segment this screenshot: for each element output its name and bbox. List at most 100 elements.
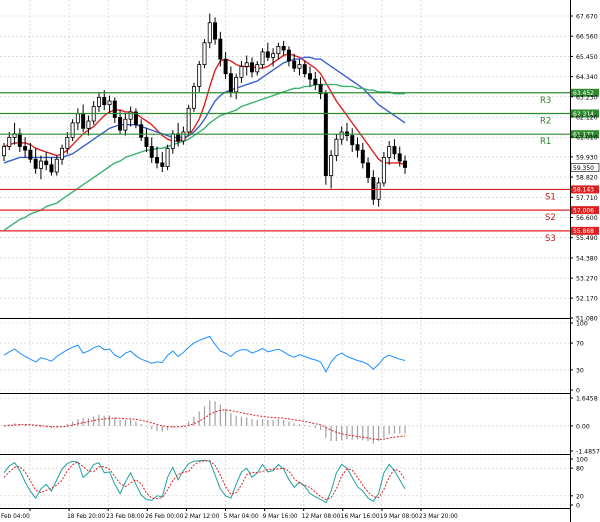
panel-tick-label: 0.00 bbox=[576, 423, 590, 430]
price-tick-label: 57.710 bbox=[576, 195, 598, 202]
bullish-candle bbox=[329, 155, 334, 177]
stochastic-main-line bbox=[3, 459, 406, 504]
panel-tick-label: 100 bbox=[576, 321, 588, 328]
panel-tick-label: 100 bbox=[576, 457, 588, 464]
candlestick-series bbox=[2, 13, 407, 207]
price-tick-label: 64.340 bbox=[576, 74, 598, 81]
bullish-candle bbox=[2, 146, 6, 157]
bearish-candle bbox=[355, 144, 360, 151]
bearish-candle bbox=[223, 58, 228, 75]
macd-grid bbox=[0, 395, 570, 454]
bullish-candle bbox=[96, 96, 101, 107]
time-tick-label: Feb 04:00 bbox=[1, 514, 30, 520]
macd-signal-group bbox=[3, 409, 406, 440]
bearish-candle bbox=[33, 158, 38, 169]
time-tick-label: 9 Mar 16:00 bbox=[263, 514, 298, 520]
bullish-candle bbox=[334, 138, 339, 157]
bullish-candle bbox=[191, 86, 196, 109]
level-price-badge bbox=[571, 206, 599, 215]
macd-histogram bbox=[3, 400, 406, 444]
macd-axis: 1.6458 0.00 -1.4857 bbox=[570, 396, 600, 456]
stochastic-signal-line bbox=[3, 460, 406, 501]
price-tick-label: 62.120 bbox=[576, 115, 598, 122]
bullish-candle bbox=[381, 157, 386, 184]
bullish-candle bbox=[75, 113, 80, 124]
bearish-candle bbox=[28, 149, 33, 160]
bullish-candle bbox=[165, 147, 170, 167]
bullish-candle bbox=[107, 100, 112, 106]
level-price-badge bbox=[571, 88, 599, 97]
bearish-candle bbox=[392, 146, 397, 155]
bearish-candle bbox=[308, 73, 313, 80]
bullish-candle bbox=[207, 22, 212, 44]
bullish-candle bbox=[376, 182, 381, 200]
price-tick-label: 67.670 bbox=[576, 14, 598, 21]
rsi-line-group bbox=[3, 335, 406, 373]
price-axis: 67.670 66.560 65.450 64.340 63.230 62.120 61.0… bbox=[570, 14, 600, 323]
bullish-candle bbox=[170, 133, 175, 149]
bearish-candle bbox=[313, 78, 318, 86]
panel-tick-label: 0 bbox=[576, 503, 580, 510]
bearish-candle bbox=[286, 49, 291, 62]
price-tick-label: 61.010 bbox=[576, 135, 598, 142]
bullish-candle bbox=[297, 64, 302, 69]
bearish-candle bbox=[139, 124, 144, 138]
moving-average-line-3 bbox=[3, 83, 405, 231]
bearish-candle bbox=[112, 100, 117, 118]
bearish-candle bbox=[250, 62, 254, 73]
panel-tick-label: 70 bbox=[576, 341, 584, 348]
level-price-label: 62.314 bbox=[573, 111, 594, 118]
bullish-candle bbox=[86, 120, 91, 129]
bearish-candle bbox=[218, 38, 223, 60]
panel-tick-label: 20 bbox=[576, 493, 584, 500]
level-price-badge bbox=[571, 109, 599, 118]
level-name-s1: S1 bbox=[545, 192, 556, 202]
moving-average-line-2 bbox=[3, 56, 406, 164]
rsi-line bbox=[3, 335, 406, 373]
bullish-candle bbox=[7, 137, 12, 147]
bullish-candle bbox=[276, 46, 281, 55]
bullish-candle bbox=[271, 53, 276, 58]
panel-tick-label: 1.6458 bbox=[576, 396, 598, 403]
bearish-candle bbox=[81, 113, 86, 129]
rsi-panel: 100 70 30 0 bbox=[0, 320, 588, 395]
price-tick-label: 51.080 bbox=[576, 316, 598, 323]
level-price-label: 63.452 bbox=[573, 90, 594, 97]
time-tick-label: 12 Mar 08:00 bbox=[302, 514, 341, 520]
time-axis: Feb 04:00 18 Feb 20:00 23 Feb 08:00 26 Feb … bbox=[0, 508, 570, 520]
bearish-candle bbox=[102, 96, 107, 106]
bullish-candle bbox=[128, 111, 133, 120]
time-tick-label: 23 Feb 08:00 bbox=[106, 514, 144, 520]
time-tick-label: 26 Feb 00:00 bbox=[145, 514, 183, 520]
bearish-candle bbox=[155, 157, 159, 164]
level-name-s2: S2 bbox=[545, 213, 556, 223]
bearish-candle bbox=[118, 116, 123, 131]
bearish-candle bbox=[213, 22, 218, 40]
bearish-candle bbox=[350, 135, 355, 146]
time-tick-label: 18 Feb 20:00 bbox=[67, 514, 105, 520]
price-panel: R3 63.452 R2 62.314 R1 61.177 S1 58.143 S2 57.006… bbox=[0, 0, 600, 323]
bullish-candle bbox=[70, 122, 75, 138]
panel-tick-label: 0 bbox=[576, 388, 580, 395]
bearish-candle bbox=[397, 153, 402, 162]
bullish-candle bbox=[239, 66, 244, 78]
bearish-candle bbox=[44, 160, 49, 166]
level-name-r3: R3 bbox=[540, 96, 551, 106]
bearish-candle bbox=[302, 64, 307, 75]
level-price-label: 61.177 bbox=[573, 131, 594, 138]
time-tick-label: 5 Mar 04:00 bbox=[224, 514, 259, 520]
price-panel-background bbox=[0, 0, 570, 318]
bullish-candle bbox=[244, 62, 249, 67]
price-tick-label: 55.490 bbox=[576, 235, 598, 242]
panel-tick-label: -1.4857 bbox=[576, 449, 600, 456]
bullish-candle bbox=[234, 76, 239, 93]
bullish-candle bbox=[202, 42, 207, 66]
stochastic-panel: 100 80 20 0 bbox=[0, 456, 588, 510]
bullish-candle bbox=[65, 137, 70, 149]
rsi-grid bbox=[0, 320, 570, 393]
bearish-candle bbox=[144, 137, 149, 147]
bearish-candle bbox=[292, 60, 297, 69]
level-name-s3: S3 bbox=[545, 234, 556, 244]
price-tick-label: 56.600 bbox=[576, 215, 598, 222]
